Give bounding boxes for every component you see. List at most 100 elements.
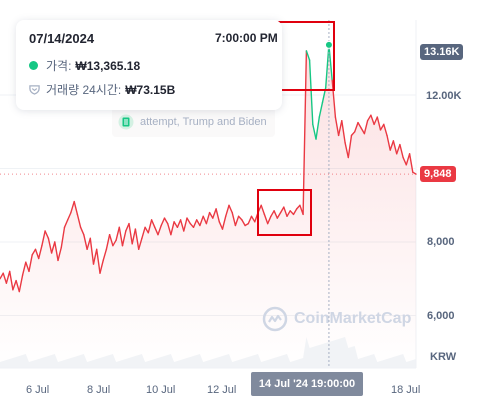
x-tick-12-jul: 12 Jul — [207, 384, 237, 396]
price-line-segment — [405, 153, 411, 166]
price-line-segment — [125, 222, 130, 232]
price-line-segment — [263, 213, 269, 225]
price-line-segment — [137, 237, 143, 251]
price-line-segment — [63, 219, 69, 229]
price-line-segment — [25, 261, 30, 273]
price-line-segment — [312, 123, 317, 140]
price-line-segment — [341, 119, 346, 144]
current-price-badge: 9,848 — [420, 166, 456, 182]
price-line-segment — [105, 233, 111, 251]
price-line-segment — [354, 121, 359, 133]
price-line-segment — [205, 211, 211, 225]
price-line-segment — [144, 226, 150, 234]
price-line-segment — [179, 219, 185, 232]
price-line-segment — [83, 233, 88, 251]
tooltip-volume-label: 거래량 24시간: — [46, 83, 122, 97]
price-line-segment — [350, 131, 356, 137]
price-line-segment — [279, 206, 285, 214]
price-line-segment — [176, 219, 182, 229]
price-line-segment — [186, 217, 192, 225]
price-line-segment — [102, 248, 108, 262]
price-line-segment — [163, 217, 169, 225]
price-line-segment — [373, 116, 378, 126]
price-line-segment — [412, 171, 417, 175]
news-event-marker[interactable]: attempt, Trump and Biden — [112, 107, 275, 137]
price-line-segment — [154, 226, 159, 236]
price-line-segment — [112, 239, 117, 247]
y-tick-12k: 12.00K — [426, 90, 462, 102]
price-line-segment — [286, 210, 291, 218]
price-line-segment — [328, 44, 333, 82]
highlight-box-breakout — [257, 189, 312, 236]
x-tick-8-jul: 8 Jul — [87, 384, 111, 396]
price-line-segment — [157, 224, 162, 236]
price-line-segment — [270, 210, 275, 218]
price-line-segment — [12, 279, 17, 291]
price-line-segment — [41, 230, 46, 247]
price-line-segment — [228, 204, 233, 214]
price-line-segment — [399, 143, 404, 159]
price-line-segment — [267, 215, 272, 225]
hover-point — [324, 40, 333, 49]
price-line-segment — [383, 123, 388, 137]
price-line-segment — [173, 221, 179, 229]
price-line-segment — [2, 272, 8, 284]
high-price-badge: 13.16K — [420, 44, 464, 60]
price-line-segment — [363, 119, 369, 135]
price-line-segment — [250, 215, 256, 223]
price-line-segment — [166, 222, 172, 236]
price-line-segment — [305, 50, 311, 61]
price-line-segment — [334, 116, 340, 137]
price-line-segment — [360, 127, 366, 135]
news-marker-text: attempt, Trump and Biden — [140, 116, 267, 128]
price-line-segment — [241, 219, 246, 227]
coinmarketcap-logo-icon — [262, 306, 288, 332]
price-line-segment — [318, 101, 324, 118]
price-line-segment — [376, 116, 382, 131]
price-line-segment — [283, 206, 288, 218]
x-tick-6-jul: 6 Jul — [26, 384, 50, 396]
price-dot-icon — [29, 61, 38, 70]
price-line-segment — [99, 259, 104, 274]
price-line-segment — [292, 208, 298, 216]
price-line-segment — [224, 204, 230, 218]
y-tick-6k: 6,000 — [427, 310, 455, 322]
price-line-segment — [192, 219, 198, 229]
tooltip-volume-value: ₩73.15B — [125, 82, 176, 97]
price-line-segment — [141, 226, 146, 240]
price-line-segment — [276, 211, 282, 219]
price-line-segment — [386, 134, 391, 151]
price-line-segment — [208, 211, 214, 219]
price-line-segment — [15, 279, 20, 293]
price-line-segment — [50, 241, 56, 254]
volume-shield-icon — [29, 85, 40, 95]
x-hover-badge: 14 Jul '24 19:00:00 — [251, 372, 363, 396]
price-line-segment — [402, 156, 407, 166]
price-line-segment — [357, 121, 362, 129]
price-line-segment — [150, 219, 156, 229]
price-line-segment — [89, 237, 95, 265]
price-line-segment — [70, 200, 75, 214]
price-line-segment — [247, 215, 253, 225]
price-line-segment — [260, 204, 266, 216]
currency-label: KRW — [430, 351, 457, 363]
price-line-segment — [76, 213, 82, 229]
volume-area — [0, 337, 416, 368]
price-line-segment — [34, 248, 40, 260]
price-line-segment — [170, 221, 175, 236]
price-line-segment — [60, 226, 66, 249]
price-line-segment — [8, 270, 14, 291]
tooltip-volume-row: 거래량 24시간: ₩73.15B — [29, 81, 175, 98]
price-line-segment — [44, 230, 50, 240]
news-icon — [118, 114, 134, 130]
price-line-segment — [344, 142, 349, 159]
price-line-segment — [392, 140, 398, 155]
price-line-segment — [108, 233, 114, 247]
price-line-segment — [183, 217, 188, 232]
price-line-segment — [408, 153, 414, 173]
price-line-segment — [379, 123, 385, 131]
price-line-segment — [221, 215, 227, 230]
price-line-segment — [115, 226, 121, 241]
